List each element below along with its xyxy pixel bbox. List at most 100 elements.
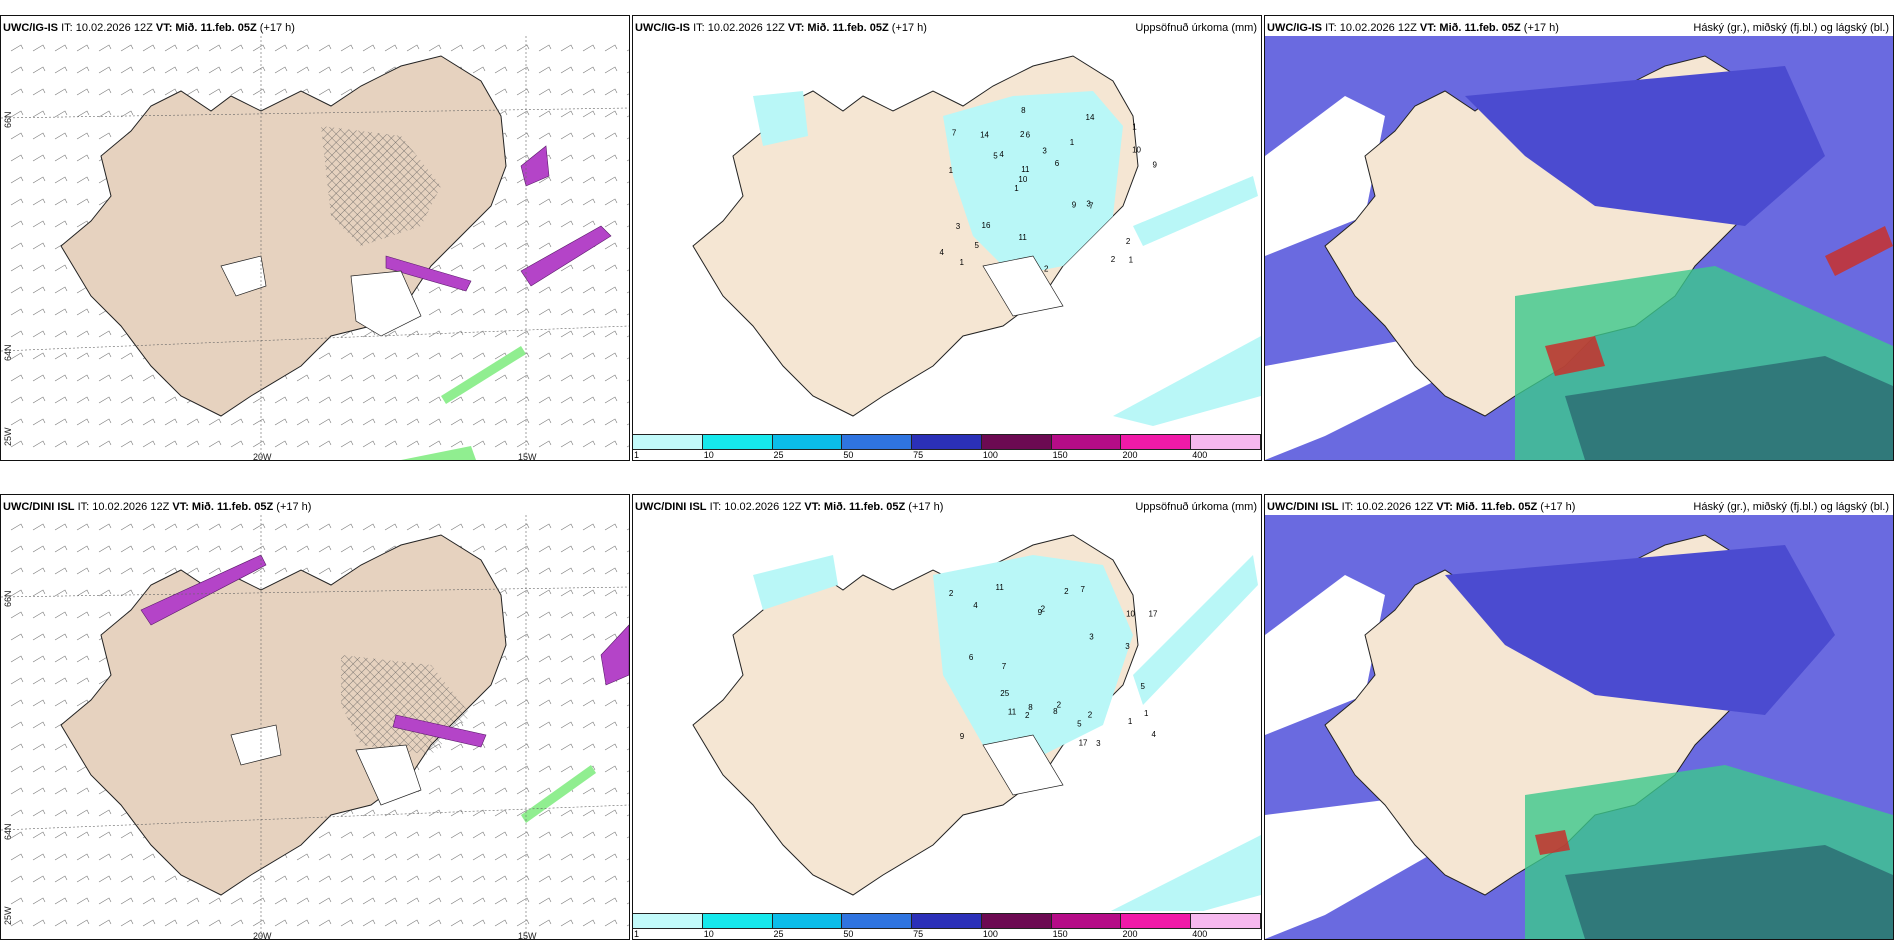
wind-barb: [120, 396, 134, 404]
wind-barb: [472, 897, 486, 905]
wind-barb: [10, 655, 24, 663]
wind-barb: [54, 809, 68, 817]
wind-barb: [472, 308, 486, 316]
wind-barb: [252, 440, 266, 448]
wind-barb: [54, 699, 68, 707]
axis-label-y: 66N: [3, 111, 13, 128]
precip-value-label: 5: [975, 241, 980, 250]
wind-barb: [274, 875, 288, 883]
wind-barb: [560, 110, 574, 118]
wind-barb: [494, 743, 508, 751]
wind-barb: [384, 330, 398, 338]
wind-barb: [10, 242, 24, 250]
wind-barb: [582, 677, 596, 685]
wind-barb: [450, 308, 464, 316]
precip-value-label: 10: [1126, 610, 1135, 619]
wind-barb: [98, 66, 112, 74]
wind-barb: [98, 352, 112, 360]
wind-barb: [54, 523, 68, 531]
wind-barb: [54, 220, 68, 228]
wind-barb: [582, 374, 596, 382]
axis-label-x: 20W: [253, 452, 272, 461]
wind-barb: [560, 831, 574, 839]
precip-purple-band: [520, 145, 550, 187]
wind-barb: [98, 567, 112, 575]
wind-barb: [472, 853, 486, 861]
wind-barb: [450, 831, 464, 839]
precip-value-label: 1: [1014, 184, 1019, 193]
legend-tick: 75: [913, 929, 924, 939]
precip-value-label: 1: [1129, 255, 1134, 264]
wind-barb: [626, 924, 629, 927]
wind-barb: [10, 765, 24, 773]
wind-barb: [538, 633, 552, 641]
wind-barb: [362, 374, 376, 382]
wind-barb: [164, 396, 178, 404]
wind-barb: [32, 242, 46, 250]
wind-barb: [252, 66, 266, 74]
wind-barb: [450, 743, 464, 751]
wind-barb: [538, 875, 552, 883]
wind-barb: [54, 545, 68, 553]
wind-barb: [494, 567, 508, 575]
wind-barb: [32, 523, 46, 531]
wind-barb: [604, 787, 618, 795]
wind-barb: [76, 154, 90, 162]
wind-barb: [428, 396, 442, 404]
wind-barb: [472, 440, 486, 448]
wind-barb: [516, 875, 530, 883]
wind-barb: [560, 440, 574, 448]
wind-barb: [428, 523, 442, 531]
wind-barb: [494, 545, 508, 553]
wind-barb: [582, 589, 596, 597]
precip-value-label: 7: [1089, 202, 1094, 211]
precip-area: [943, 91, 1123, 276]
wind-barb: [626, 401, 629, 404]
precip-value-label: 4: [1152, 730, 1157, 739]
wind-barb: [582, 875, 596, 883]
wind-barb: [560, 66, 574, 74]
precip-value-label: 7: [1081, 585, 1086, 594]
wind-barb: [560, 308, 574, 316]
wind-barb: [340, 919, 354, 927]
wind-barb: [230, 418, 244, 426]
wind-barb: [472, 44, 486, 52]
wind-barb: [230, 88, 244, 96]
wind-barb: [406, 523, 420, 531]
wind-barb: [54, 110, 68, 118]
wind-barb: [186, 66, 200, 74]
wind-barb: [604, 721, 618, 729]
wind-barb: [54, 567, 68, 575]
wind-barb: [538, 44, 552, 52]
wind-map: [1, 515, 629, 939]
wind-barb: [164, 919, 178, 927]
wind-barb: [208, 44, 222, 52]
wind-barb: [32, 110, 46, 118]
legend-swatch: [912, 434, 982, 450]
wind-barb: [10, 440, 24, 448]
panel-header: UWC/IG-IS IT: 10.02.2026 12Z VT: Mið. 11…: [3, 22, 295, 34]
hatched-region: [321, 126, 441, 246]
wind-barb: [120, 831, 134, 839]
precip-value-label: 25: [1000, 689, 1009, 698]
wind-barb: [10, 611, 24, 619]
precip-value-label: 16: [982, 221, 991, 230]
wind-barb: [54, 44, 68, 52]
wind-barb: [428, 418, 442, 426]
panel-header: UWC/DINI ISL IT: 10.02.2026 12Z VT: Mið.…: [1267, 501, 1576, 513]
wind-barb: [186, 919, 200, 927]
wind-barb: [98, 831, 112, 839]
wind-barb: [142, 440, 156, 448]
precip-value-label: 6: [1026, 131, 1031, 140]
wind-barb: [604, 66, 618, 74]
wind-barb: [384, 523, 398, 531]
legend-tick: 400: [1192, 450, 1208, 460]
wind-barb: [604, 330, 618, 338]
precip-value-label: 9: [1153, 161, 1158, 170]
wind-barb: [32, 264, 46, 272]
wind-barb: [626, 726, 629, 729]
wind-barb: [142, 567, 156, 575]
wind-barb: [516, 567, 530, 575]
wind-barb: [120, 440, 134, 448]
precip-purple-band: [385, 255, 472, 292]
